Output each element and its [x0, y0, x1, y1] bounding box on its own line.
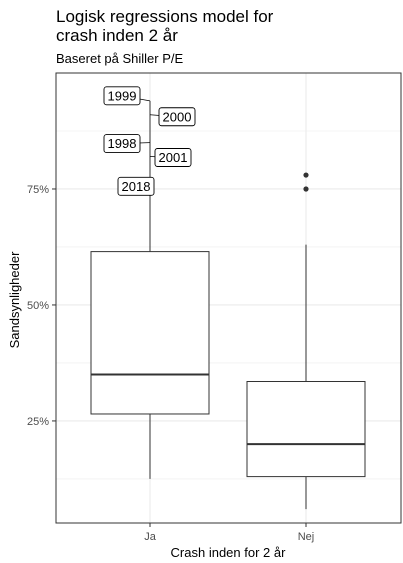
x-axis-title: Crash inden for 2 år: [171, 545, 287, 560]
annotation-box-1999: [103, 86, 141, 106]
chart-subtitle: Baseret på Shiller P/E: [56, 51, 184, 66]
annotation-box-1998: [103, 134, 141, 154]
box-nej: [246, 381, 366, 478]
y-tick-label-1: 50%: [27, 300, 49, 312]
chart-title-line-2: crash inden 2 år: [56, 26, 178, 45]
y-axis-title: Sandsynligheder: [7, 251, 22, 349]
annotation-label-2001: 2001: [159, 150, 188, 165]
box-ja: [90, 251, 210, 415]
x-tick-label-ja: Ja: [144, 531, 157, 543]
chart-title-line-1: Logisk regressions model for: [56, 7, 274, 26]
outlier-point-nej-0: [303, 172, 309, 178]
outlier-point-nej-1: [303, 186, 309, 192]
annotation-box-2001: [154, 148, 192, 167]
annotation-label-1998: 1998: [108, 136, 137, 151]
annotation-label-1999: 1999: [108, 88, 137, 103]
y-tick-label-2: 75%: [27, 184, 49, 196]
x-tick-label-nej: Nej: [298, 531, 315, 543]
annotation-label-2018: 2018: [122, 179, 151, 194]
panel-border: [55, 72, 402, 524]
plot-panel: 1999 2000 1998 2001 2018 25% 50% 75% Ja Nej: [27, 72, 402, 543]
y-tick-label-0: 25%: [27, 416, 49, 428]
annotation-label-2000: 2000: [163, 109, 192, 124]
annotation-box-2000: [158, 107, 196, 127]
annotation-box-2018: [117, 176, 155, 196]
